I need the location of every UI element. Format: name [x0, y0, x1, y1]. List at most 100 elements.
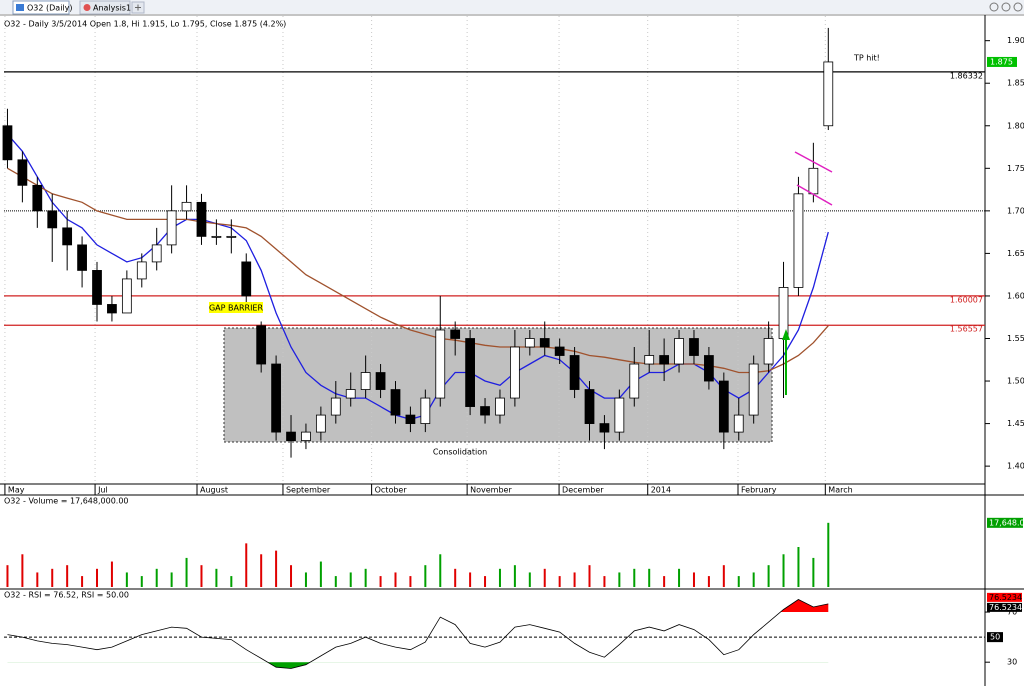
tab-label[interactable]: O32 (Daily) [27, 4, 73, 13]
candle-body [226, 235, 237, 238]
candle-body [211, 235, 222, 238]
value-tag [987, 517, 1023, 528]
tab[interactable]: O32 (Daily) [12, 0, 73, 15]
volume-bar [692, 572, 695, 587]
annotation: TP hit! [853, 54, 880, 63]
level-label: 1.60007 [950, 295, 983, 304]
annotation: GAP BARRIER [209, 304, 264, 313]
volume-bar [484, 576, 487, 587]
candle-body [718, 380, 729, 433]
candle-body [136, 261, 147, 280]
x-tick-label: March [828, 486, 852, 495]
control[interactable] [1013, 2, 1023, 12]
candle-body [599, 423, 610, 433]
x-tick-label: December [562, 486, 604, 495]
y-tick-label: 1.40 [1007, 462, 1024, 471]
candle-body [674, 338, 684, 365]
flag-line [794, 151, 833, 173]
rsi-line [7, 599, 829, 669]
volume-bar [797, 547, 800, 587]
x-tick-label: August [200, 486, 228, 495]
candle-body [614, 397, 625, 433]
window-controls[interactable] [989, 2, 1023, 12]
candle-body [704, 355, 714, 382]
candle-body [689, 338, 699, 356]
candle-body [17, 159, 28, 186]
volume-bar [394, 572, 397, 587]
chart-title: O32 - Daily 3/5/2014 Open 1.8, Hi 1.915,… [4, 20, 286, 29]
volume-bar [573, 572, 576, 587]
last-volume-tag: 17,648.00 [989, 518, 1024, 527]
candle-body [375, 372, 386, 390]
y-tick-label: 1.65 [1007, 249, 1024, 258]
volume-bar [170, 572, 173, 587]
volume-bar [558, 576, 561, 587]
x-tick-label: October [375, 486, 408, 495]
candle-body [510, 346, 520, 399]
x-tick-label: May [8, 486, 25, 495]
tab-box[interactable] [12, 0, 70, 15]
volume-bar [6, 565, 9, 587]
y-tick-label: 1.80 [1007, 121, 1024, 130]
candle-body [539, 338, 550, 348]
candle-body [584, 389, 595, 424]
last-value-tag: 76.5234 [989, 593, 1022, 602]
candle-body [808, 167, 819, 195]
candle-body [196, 201, 207, 237]
candle-body [32, 184, 43, 212]
tab-box[interactable] [79, 0, 131, 15]
volume-bar [364, 568, 367, 587]
volume-bar [618, 572, 621, 587]
candle-body [47, 210, 58, 229]
volume-bar [36, 572, 39, 587]
control[interactable] [1001, 2, 1011, 12]
candle-body [823, 61, 834, 127]
volume-bar [528, 572, 531, 587]
last-value-tag: 76.5234 [989, 603, 1022, 612]
moving-average [7, 167, 829, 374]
volume-bar [588, 565, 591, 587]
volume-bar [513, 565, 516, 587]
volume-bar [51, 568, 54, 587]
volume-bar [290, 565, 293, 587]
last-price-tag: 1.875 [990, 57, 1013, 66]
volume-bar [543, 568, 546, 587]
candle-body [166, 210, 177, 246]
candle-body [286, 431, 296, 442]
volume-bar [722, 565, 725, 587]
y-tick-label: 1.90 [1007, 36, 1024, 45]
volume-bar [409, 576, 412, 587]
volume-bar [752, 572, 755, 587]
candle-body [644, 355, 655, 365]
candle-body [241, 261, 252, 297]
annotation: Consolidation [433, 448, 487, 457]
candle-body [77, 244, 87, 271]
candle-body [763, 338, 774, 365]
plot: May Jul August September October November Dece… [2, 16, 1024, 669]
candle-body [450, 329, 461, 339]
candle-body [495, 397, 505, 416]
volume-bar [663, 576, 666, 587]
volume-bar [319, 561, 322, 587]
volume-bar [678, 568, 681, 587]
candle-body [435, 329, 446, 399]
volume-bar [245, 543, 248, 587]
candle-body [181, 201, 192, 212]
control[interactable] [989, 2, 999, 12]
arrow-head [782, 329, 790, 340]
candle-body [315, 414, 326, 433]
tab-bar [0, 0, 1024, 14]
volume-bar [230, 576, 233, 587]
y-tick-label: 1.85 [1007, 79, 1024, 88]
volume-bar [454, 568, 457, 587]
value-tag [987, 56, 1017, 67]
x-tick-label: November [470, 486, 512, 495]
tab[interactable]: Analysis1 [79, 0, 131, 15]
tab-label[interactable]: Analysis1 [93, 4, 131, 13]
candle-body [121, 278, 132, 314]
candle-body [524, 338, 535, 348]
candle-body [360, 372, 371, 390]
new-tab-button[interactable] [131, 1, 145, 14]
flag-line [796, 184, 833, 206]
y-tick-label: 1.50 [1007, 377, 1024, 386]
